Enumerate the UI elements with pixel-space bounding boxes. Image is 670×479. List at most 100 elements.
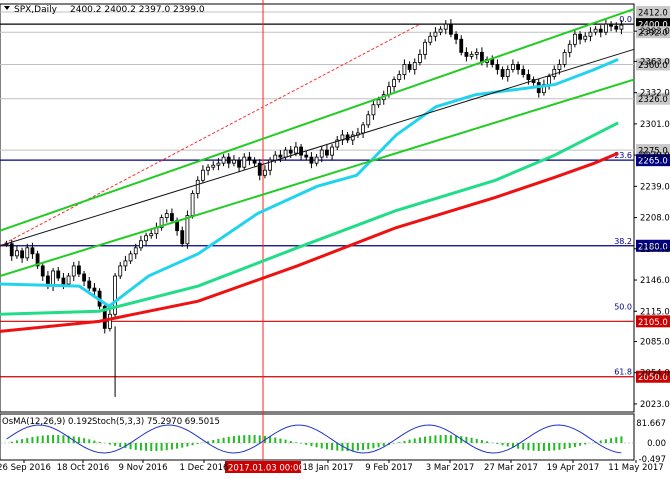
osma-bar [160,443,163,451]
candle-body [505,69,510,77]
osma-bar [568,443,571,449]
osma-bar [527,443,530,451]
osma-bar [382,443,385,447]
candle-body [294,146,298,154]
candle-body [195,179,200,194]
osma-bar [336,443,339,451]
osma-bar [362,443,365,451]
candle-body [500,69,505,77]
candle-body [474,51,479,55]
candle-body [583,35,588,40]
osma-bar [615,437,618,443]
osma-bar [212,440,215,443]
price-level-label: 2050.0 [638,373,668,383]
osma-bar [325,443,328,450]
osma-bar [610,438,613,443]
price-tick-label: 2177.0 [640,245,670,255]
osma-bar [346,443,349,451]
osma-bar [548,443,551,451]
osma-bar [15,440,18,443]
osma-bar [62,435,65,443]
plot-frame [0,3,635,413]
osma-bar [67,435,70,443]
osma-bar [269,436,272,443]
candle-body [402,64,407,75]
osma-bar [253,435,256,443]
osma-bar [455,435,458,443]
osma-bar [403,440,406,443]
price-tick-label: 2332.0 [640,89,670,99]
price-level-label: 2180.0 [638,242,668,252]
candle-body [593,28,598,33]
osma-bar [537,443,540,451]
osma-bar [465,436,468,443]
time-tick-label: 19 Apr 2017 [547,463,600,473]
candle-body [30,247,35,255]
time-tick-label: 18 Jan 2017 [303,463,354,473]
price-level-label: 2412.0 [638,9,668,19]
osma-bar [150,443,153,451]
candle-body [314,156,319,164]
osma-bar [444,435,447,443]
channel-line [0,78,635,277]
candle-body [588,31,593,37]
candle-body [449,23,453,35]
candle-body [139,240,143,249]
price-tick-label: 2270.0 [640,151,670,161]
price-level-tag [636,92,670,105]
price-level-label: 2360.0 [638,61,668,71]
osma-bar [294,442,297,443]
candle-body [614,25,619,30]
candle-body [573,33,577,45]
candle-body [469,53,474,57]
price-tick-label: 2115.0 [640,307,670,317]
price-level-tag [636,239,670,252]
oscillator-frame [0,413,635,461]
osma-bar [584,443,587,445]
date-marker-tag [225,461,301,473]
oscillator-tick-label: 81.667 [636,419,666,429]
candle-body [490,59,495,65]
candle-body [180,230,185,245]
osma-bar [393,443,396,444]
candle-body [567,43,572,53]
osma-bar [155,443,158,451]
osma-bar [496,443,499,445]
osma-bar [26,438,29,443]
candle-body [464,51,469,57]
candle-body [159,217,164,229]
osma-bar [558,443,561,450]
candle-body [170,213,174,221]
osma-bar [522,443,525,450]
candle-body [108,313,112,329]
candle-body [123,260,128,267]
osma-bar [129,443,132,450]
candle-body [118,265,123,277]
osma-bar [553,443,556,451]
candle-body [25,247,30,259]
osma-bar [439,435,442,443]
price-level-label: 2400.0 [638,21,668,31]
osma-bar [134,443,137,450]
osma-bar [413,438,416,443]
candle-body [330,146,334,156]
candle-body [459,38,464,53]
candle-body [376,99,381,106]
osma-bar [429,435,432,443]
price-level-tag [636,58,670,71]
candle-body [56,270,61,279]
price-level-label: 2392.0 [638,29,668,39]
osma-bar [170,443,173,450]
candle-body [164,213,169,218]
osma-bar [604,439,607,443]
candle-body [433,31,438,37]
osma-bar [243,435,246,443]
candle-body [15,250,19,257]
candle-body [237,159,241,168]
osma-bar [191,443,194,446]
candle-body [242,156,247,168]
candle-body [319,149,324,158]
price-tick-label: 2085.0 [640,337,670,347]
